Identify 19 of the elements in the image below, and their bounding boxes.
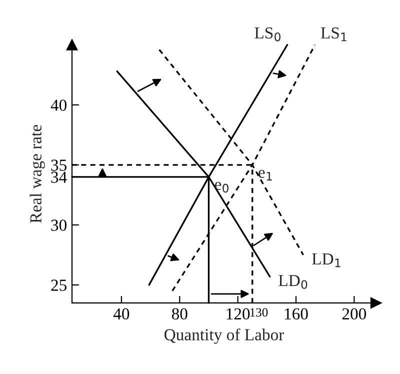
x-tick-label: 160	[284, 308, 308, 320]
y-tick-label: 35	[51, 160, 66, 171]
series-label: LD$_{1}$	[312, 253, 340, 268]
x-tick-label: 80	[172, 308, 188, 320]
x-axis-title: Quantity of Labor	[164, 328, 284, 344]
x-tick-label: 200	[342, 308, 366, 320]
y-tick-label: 34	[51, 172, 67, 183]
series-label: LD$_{0}$	[278, 275, 308, 289]
annotation: e$_{0}$	[214, 182, 228, 193]
series-label: LS$_{1}$	[320, 27, 346, 42]
y-tick-label: 40	[50, 100, 67, 111]
y-tick-label: 30	[51, 220, 67, 231]
y-tick-label: 25	[51, 280, 66, 291]
series-label: LS$_{0}$	[254, 27, 280, 42]
x-tick-label: 40	[113, 308, 130, 320]
x-tick-label: 120	[226, 308, 250, 320]
y-axis-title: Real wage rate	[30, 124, 45, 223]
annotation: e$_{1}$	[258, 170, 272, 180]
x-tick-label: 130	[250, 308, 268, 317]
